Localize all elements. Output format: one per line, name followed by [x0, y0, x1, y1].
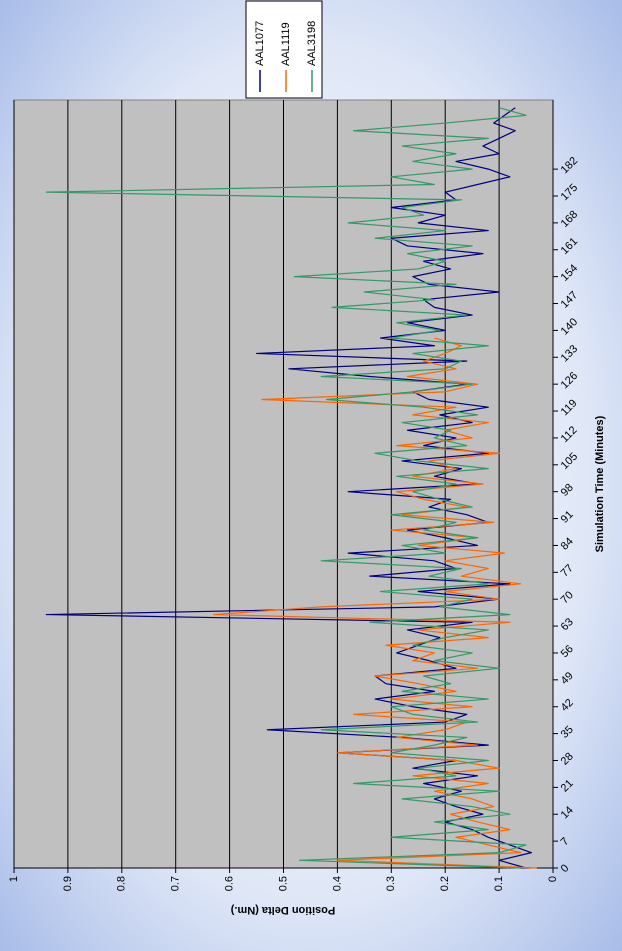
y-tick-label: 0.2 — [439, 876, 451, 891]
legend: AAL1077 AAL1119 AAL3198 — [245, 0, 323, 99]
y-tick-label: 1 — [8, 876, 20, 882]
series-line — [212, 337, 537, 869]
x-axis-title: Simulation Time (Minutes) — [594, 415, 606, 552]
legend-box — [245, 0, 323, 99]
y-tick-label: 0.8 — [116, 876, 128, 891]
y-tick-label: 0.4 — [331, 876, 343, 891]
series-line — [45, 107, 533, 869]
rotated-chart: Simulation Time (Minutes) Position Delta… — [8, 0, 606, 916]
y-tick-label: 0.1 — [493, 876, 505, 891]
legend-label: AAL3198 — [306, 21, 318, 66]
series-line — [45, 107, 527, 869]
y-axis-title: Position Delta (Nm.) — [230, 904, 335, 916]
y-tick-label: 0.3 — [385, 876, 397, 891]
y-tick-label: 0.9 — [62, 876, 74, 891]
legend-label: AAL1077 — [254, 21, 266, 66]
y-tick-label: 0.7 — [170, 876, 182, 891]
y-tick-label: 0.5 — [277, 876, 289, 891]
legend-label: AAL1119 — [280, 22, 292, 66]
y-tick-label: 0.6 — [224, 876, 236, 891]
y-tick-label: 0 — [547, 876, 559, 882]
